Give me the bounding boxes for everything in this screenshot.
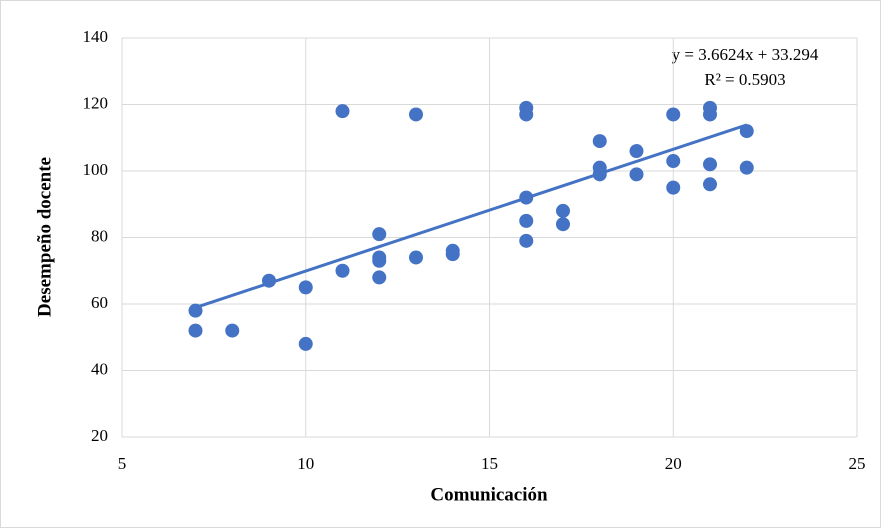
trendline (195, 123, 748, 309)
y-tick-label: 40 (91, 359, 108, 378)
y-tick-label: 20 (91, 426, 108, 445)
x-axis-title: Comunicación (430, 484, 548, 505)
data-point (739, 160, 754, 175)
data-point (519, 233, 534, 248)
data-point (225, 323, 240, 338)
data-point (629, 167, 644, 182)
data-point (335, 104, 350, 119)
data-point (409, 107, 423, 122)
x-tick-label: 25 (849, 454, 866, 473)
data-point (556, 203, 570, 218)
data-point (666, 107, 681, 122)
x-tick-label: 15 (481, 454, 498, 473)
y-tick-label: 140 (83, 27, 109, 46)
data-point (519, 213, 534, 228)
data-point (409, 250, 423, 265)
x-tick-label: 5 (118, 454, 127, 473)
data-point (703, 177, 717, 192)
data-point (703, 157, 717, 172)
data-point (298, 280, 313, 295)
data-point (372, 253, 387, 268)
data-point (592, 134, 607, 149)
data-point (666, 180, 681, 195)
y-tick-label: 120 (83, 93, 109, 112)
data-point (188, 323, 203, 338)
x-tick-label: 20 (665, 454, 682, 473)
y-tick-label: 100 (83, 160, 109, 179)
data-point (445, 247, 460, 262)
data-point (372, 227, 387, 242)
data-point (629, 144, 644, 159)
y-tick-label: 60 (91, 293, 108, 312)
data-point (519, 107, 534, 122)
y-tick-label: 80 (91, 226, 108, 245)
data-point (666, 154, 681, 169)
data-point (372, 270, 387, 285)
data-point (703, 107, 717, 122)
y-axis-title: Desempeño docente (34, 157, 55, 317)
data-point (335, 263, 350, 278)
trendline-equation: y = 3.6624x + 33.294 (672, 45, 819, 64)
x-tick-label: 10 (297, 454, 314, 473)
data-point (556, 217, 570, 232)
data-point (298, 336, 313, 351)
trendline-r2: R² = 0.5903 (704, 70, 785, 89)
